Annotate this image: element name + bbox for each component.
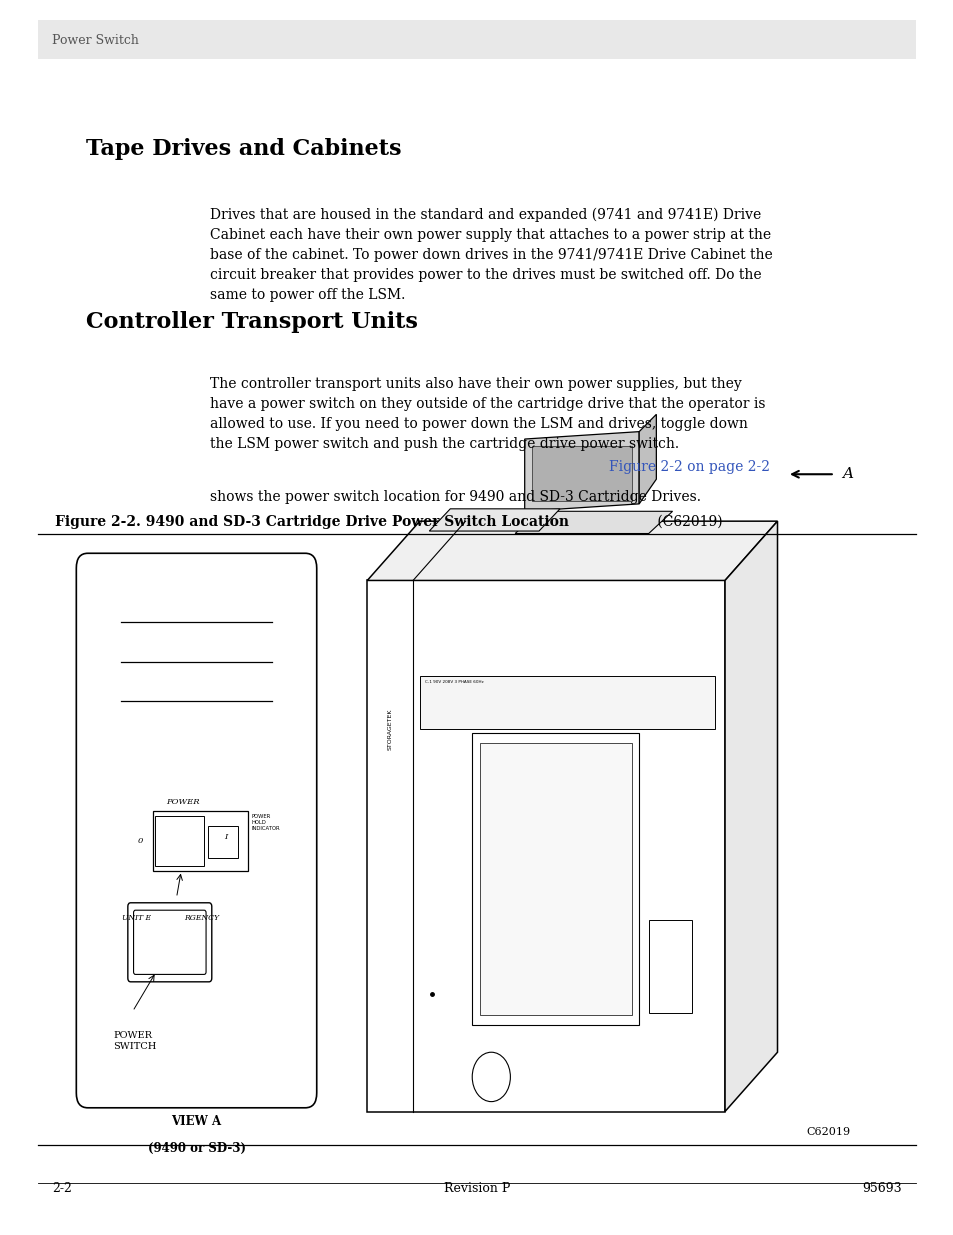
Bar xyxy=(479,742,631,1015)
Text: Power Switch: Power Switch xyxy=(52,35,139,47)
Text: Controller Transport Units: Controller Transport Units xyxy=(86,311,417,333)
Bar xyxy=(532,446,631,501)
Text: RGENCY: RGENCY xyxy=(184,914,219,921)
Text: 95693: 95693 xyxy=(861,1182,901,1195)
Text: I: I xyxy=(224,834,227,841)
Text: 2-2: 2-2 xyxy=(52,1182,72,1195)
Text: 0: 0 xyxy=(137,837,143,845)
Text: Revision P: Revision P xyxy=(443,1182,510,1195)
Text: The controller transport units also have their own power supplies, but they
have: The controller transport units also have… xyxy=(210,377,764,451)
Bar xyxy=(152,811,248,871)
Text: POWER
HOLD
INDICATOR: POWER HOLD INDICATOR xyxy=(252,814,280,831)
Text: Figure 2-2. 9490 and SD-3 Cartridge Drive Power Switch Location: Figure 2-2. 9490 and SD-3 Cartridge Driv… xyxy=(55,515,569,529)
Polygon shape xyxy=(515,511,672,534)
Text: Figure 2-2 on page 2-2: Figure 2-2 on page 2-2 xyxy=(608,461,769,474)
Text: UNIT E: UNIT E xyxy=(122,914,152,921)
Text: STORAGETEK: STORAGETEK xyxy=(387,709,393,750)
FancyBboxPatch shape xyxy=(128,903,212,982)
Bar xyxy=(419,676,715,729)
Text: A: A xyxy=(841,467,853,482)
Text: C62019: C62019 xyxy=(805,1128,849,1137)
Polygon shape xyxy=(524,431,639,511)
Text: C-1 90V 208V 3 PHASE 60Hz: C-1 90V 208V 3 PHASE 60Hz xyxy=(424,679,482,684)
Circle shape xyxy=(472,1052,510,1102)
Text: (9490 or SD-3): (9490 or SD-3) xyxy=(148,1142,245,1156)
Bar xyxy=(648,920,691,1013)
FancyBboxPatch shape xyxy=(133,910,206,974)
Text: shows the power switch location for 9490 and SD-3 Cartridge Drives.: shows the power switch location for 9490… xyxy=(210,490,700,504)
Text: (C62019): (C62019) xyxy=(652,515,721,529)
Polygon shape xyxy=(724,521,777,1112)
FancyBboxPatch shape xyxy=(76,553,316,1108)
Bar xyxy=(154,816,204,866)
Polygon shape xyxy=(429,509,559,531)
Bar xyxy=(38,20,915,59)
Polygon shape xyxy=(367,580,724,1112)
Bar xyxy=(472,732,639,1025)
Polygon shape xyxy=(639,414,656,504)
Bar xyxy=(208,826,238,858)
Text: Tape Drives and Cabinets: Tape Drives and Cabinets xyxy=(86,138,401,161)
Text: POWER
SWITCH: POWER SWITCH xyxy=(113,1031,156,1051)
Text: POWER: POWER xyxy=(166,799,200,806)
Text: Drives that are housed in the standard and expanded (9741 and 9741E) Drive
Cabin: Drives that are housed in the standard a… xyxy=(210,207,772,303)
Text: VIEW A: VIEW A xyxy=(172,1115,221,1129)
Polygon shape xyxy=(367,521,777,580)
